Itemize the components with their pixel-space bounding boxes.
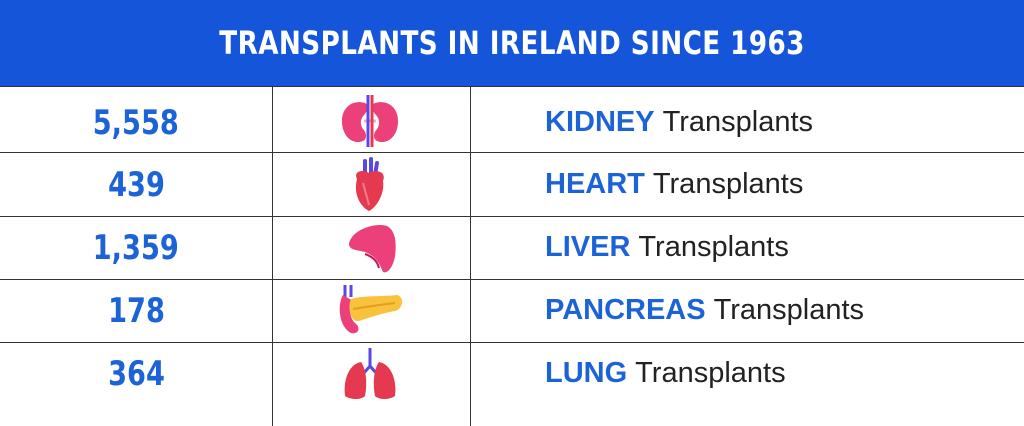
transplant-count: 439	[107, 164, 165, 205]
pancreas-icon	[339, 285, 403, 334]
table-row: 1,359 LIVER Transplants	[0, 216, 1024, 279]
lungs-icon	[344, 348, 396, 399]
transplant-count: 178	[107, 290, 165, 331]
organ-label: PANCREAS Transplants	[545, 294, 865, 326]
column-divider	[272, 86, 273, 426]
kidney-icon	[341, 95, 399, 147]
transplant-table: 5,558 KIDNEY Transplants 439 HEART Transpl…	[0, 86, 1024, 426]
row-divider	[0, 216, 1024, 217]
row-divider	[0, 279, 1024, 280]
organ-label: LIVER Transplants	[545, 231, 789, 263]
organ-label: HEART Transplants	[545, 168, 804, 200]
column-divider	[470, 86, 471, 426]
table-row: 5,558 KIDNEY Transplants	[0, 91, 1024, 154]
title-banner: TRANSPLANTS IN IRELAND SINCE 1963	[0, 0, 1024, 86]
organ-label: KIDNEY Transplants	[545, 106, 814, 138]
row-divider	[0, 86, 1024, 87]
row-divider	[0, 342, 1024, 343]
transplant-count: 364	[107, 353, 165, 394]
page-title: TRANSPLANTS IN IRELAND SINCE 1963	[219, 24, 805, 62]
liver-icon	[349, 224, 396, 273]
table-row: 178 PANCREAS Transplants	[0, 279, 1024, 342]
transplant-count: 1,359	[92, 227, 180, 268]
row-divider	[0, 152, 1024, 153]
organ-label: LUNG Transplants	[545, 357, 786, 389]
heart-icon	[355, 157, 384, 211]
table-row: 364 LUNG Transplants	[0, 342, 1024, 405]
transplant-count: 5,558	[92, 102, 180, 143]
table-row: 439 HEART Transplants	[0, 153, 1024, 216]
